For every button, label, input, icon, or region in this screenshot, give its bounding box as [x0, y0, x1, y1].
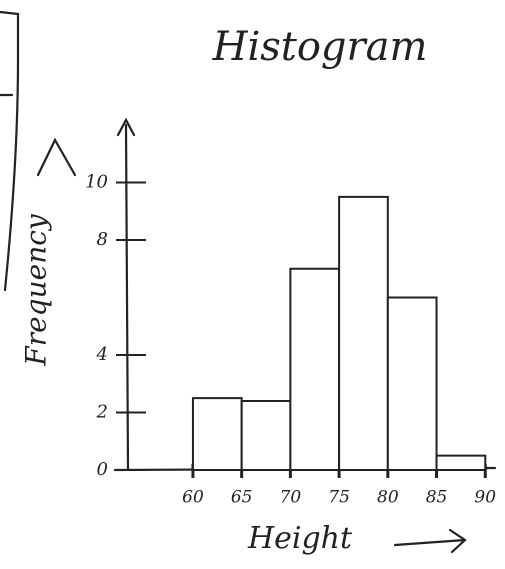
x-tick-label: 60 — [182, 488, 204, 508]
x-axis-label: Height — [247, 521, 353, 556]
x-tick-label: 80 — [377, 488, 399, 508]
bar — [242, 401, 291, 470]
y-tick-label: 2 — [96, 402, 108, 423]
y-tick-label: 0 — [97, 459, 108, 480]
y-label-arrow — [38, 140, 75, 175]
x-tick-label: 85 — [426, 488, 448, 508]
x-tick-label: 90 — [474, 488, 496, 508]
page-edge-sketch — [0, 12, 18, 290]
y-tick-label: 8 — [97, 229, 108, 250]
chart-title: Histogram — [212, 24, 428, 70]
chart: Histogram Frequency Height 0 2 4 8 10 60 65 70 7… — [0, 0, 505, 569]
x-tick-label: 75 — [328, 488, 350, 508]
y-tick-label: 4 — [96, 344, 108, 365]
y-axis-label: Frequency — [20, 213, 53, 367]
bar — [290, 269, 339, 470]
bar — [193, 398, 242, 470]
bar — [388, 298, 437, 471]
y-tick-label: 10 — [85, 172, 108, 193]
y-axis — [118, 120, 134, 470]
x-tick-label: 65 — [231, 488, 253, 508]
bar — [437, 456, 486, 470]
bar — [339, 197, 388, 470]
x-tick-label: 70 — [280, 488, 302, 508]
x-label-arrow — [395, 530, 465, 552]
